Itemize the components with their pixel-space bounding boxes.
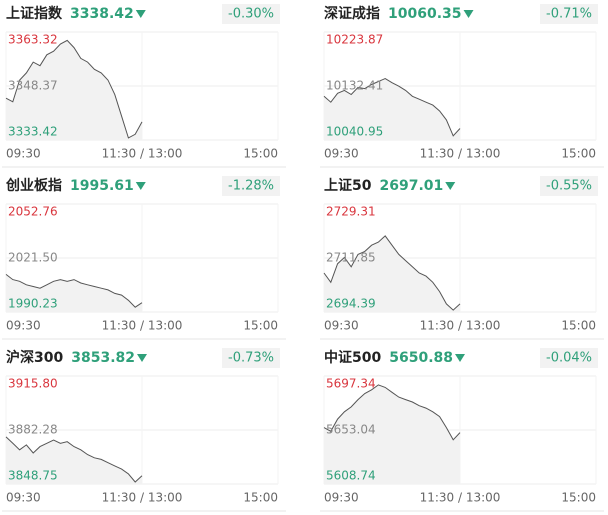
x-tick-label: 15:00: [561, 491, 596, 505]
area: [324, 78, 460, 140]
y-tick-label: 1990.23: [8, 297, 58, 311]
x-tick-label: 09:30: [6, 491, 41, 505]
y-tick-label: 5653.04: [326, 423, 376, 437]
index-change: -0.73%: [228, 351, 274, 366]
index-name: 创业板指: [5, 177, 62, 194]
x-tick-label: 09:30: [6, 319, 41, 333]
x-tick-label: 11:30 / 13:00: [420, 147, 501, 161]
index-change: -0.71%: [546, 7, 592, 22]
x-tick-label: 09:30: [324, 147, 359, 161]
change-badge: [540, 176, 598, 196]
index-card[interactable]: 深证成指 10060.35 -0.71% 10223.87 10132.41 10040.…: [320, 0, 604, 170]
index-name: 沪深300: [6, 349, 63, 366]
down-arrow: [455, 354, 465, 362]
index-change: -0.55%: [546, 179, 592, 194]
down-arrow: [135, 182, 146, 190]
x-tick-label: 09:30: [324, 491, 359, 505]
price-line: [323, 235, 461, 311]
x-tick-label: 11:30 / 13:00: [102, 491, 183, 505]
y-tick-label: 2052.76: [8, 205, 58, 219]
x-tick-label: 15:00: [561, 147, 596, 161]
y-tick-label: 10223.87: [326, 33, 383, 47]
x-tick-label: 15:00: [561, 319, 596, 333]
x-tick-label: 11:30 / 13:00: [420, 319, 501, 333]
x-tick-label: 11:30 / 13:00: [102, 319, 183, 333]
change-badge: [222, 176, 280, 196]
price-line: [323, 384, 461, 441]
y-tick-label: 5608.74: [326, 469, 376, 483]
y-tick-label: 3915.80: [8, 377, 58, 391]
index-change: -1.28%: [228, 179, 274, 194]
index-change: -0.30%: [228, 7, 274, 22]
area: [6, 40, 142, 140]
y-tick-label: 2694.39: [326, 297, 376, 311]
y-tick-label: 3882.28: [8, 422, 58, 436]
x-tick-label: 15:00: [243, 491, 278, 505]
y-tick-label: 5697.34: [326, 377, 376, 391]
index-card[interactable]: 沪深300 3853.82 -0.73% 3915.80 3882.28 3848.75 0…: [2, 344, 286, 514]
x-tick-label: 11:30 / 13:00: [420, 491, 501, 505]
y-tick-label: 2711.85: [326, 251, 376, 265]
x-tick-label: 15:00: [243, 147, 278, 161]
down-arrow: [445, 182, 456, 190]
price-line: [5, 274, 143, 308]
change-badge: [540, 4, 598, 24]
y-tick-label: 2729.31: [326, 205, 376, 219]
index-price: 10060.35: [388, 6, 462, 22]
index-price: 5650.88: [389, 350, 453, 366]
index-name: 上证50: [324, 178, 372, 194]
index-card[interactable]: 上证指数 3338.42 -0.30% 3363.32 3348.37 3333.42 09…: [2, 0, 286, 170]
area: [6, 436, 142, 484]
index-card[interactable]: 上证50 2697.01 -0.55% 2729.31 2711.85 2694.39 09…: [320, 172, 604, 342]
index-name: 上证指数: [6, 5, 63, 22]
index-card[interactable]: 创业板指 1995.61 -1.28% 2052.76 2021.50 1990.23 09…: [2, 172, 286, 342]
down-arrow: [137, 354, 147, 362]
price-line: [5, 436, 143, 483]
y-tick-label: 3363.32: [8, 33, 58, 47]
index-name: 中证500: [324, 349, 381, 366]
index-change: -0.04%: [546, 351, 592, 366]
index-price: 3853.82: [71, 350, 135, 366]
y-tick-label: 10132.41: [326, 79, 383, 93]
area: [324, 384, 460, 484]
change-badge: [222, 348, 280, 368]
y-tick-label: 3333.42: [8, 125, 58, 139]
index-card[interactable]: 中证500 5650.88 -0.04% 5697.34 5653.04 5608.74 0…: [320, 344, 604, 514]
price-line: [323, 78, 461, 137]
y-tick-label: 3348.37: [8, 79, 58, 93]
x-tick-label: 15:00: [243, 319, 278, 333]
change-badge: [222, 4, 280, 24]
index-price: 1995.61: [70, 178, 134, 194]
down-arrow: [135, 10, 146, 18]
x-tick-label: 11:30 / 13:00: [102, 147, 183, 161]
index-price: 2697.01: [379, 178, 443, 194]
y-tick-label: 2021.50: [8, 250, 58, 264]
change-badge: [540, 348, 598, 368]
y-tick-label: 10040.95: [326, 125, 383, 139]
y-tick-label: 3848.75: [8, 469, 58, 483]
index-name: 深证成指: [324, 5, 380, 22]
index-price: 3338.42: [70, 6, 134, 22]
price-line: [5, 39, 143, 139]
x-tick-label: 09:30: [324, 319, 359, 333]
area: [6, 274, 142, 312]
x-tick-label: 09:30: [6, 147, 41, 161]
down-arrow: [463, 10, 474, 18]
